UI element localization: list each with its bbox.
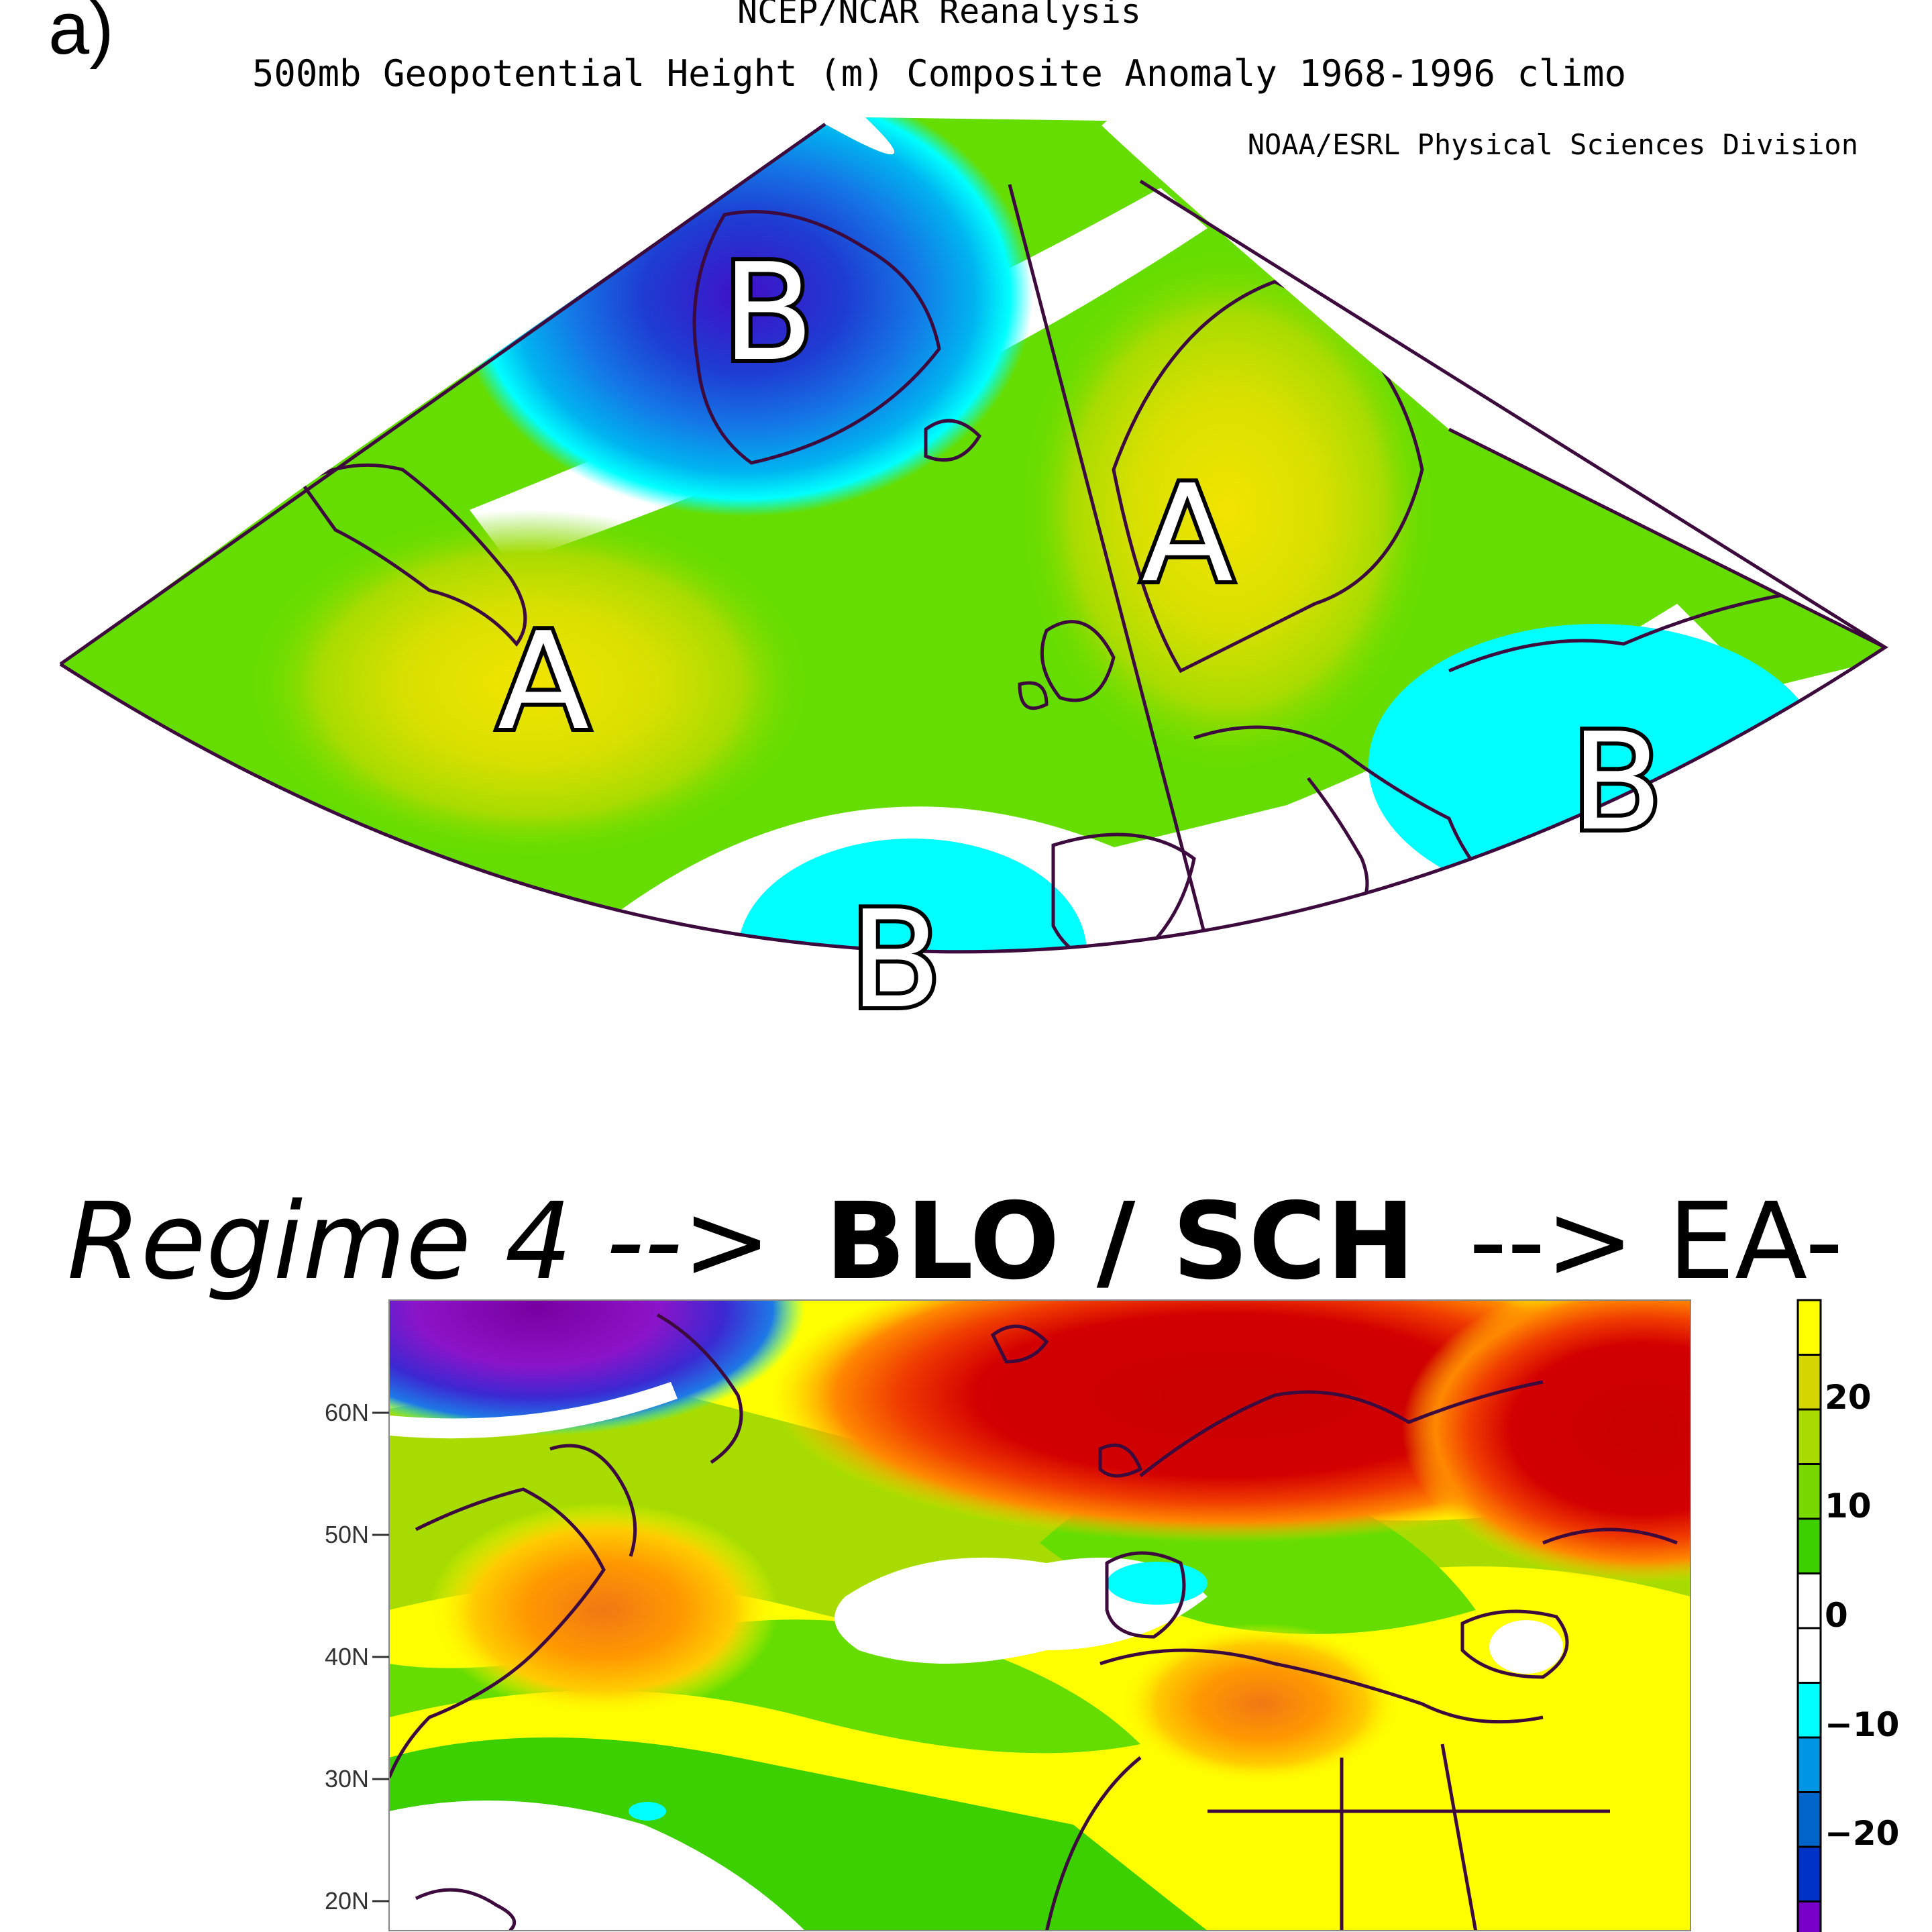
anomaly-labels: B A A B B: [494, 231, 1667, 1042]
lat-label-40n: 40N: [325, 1643, 369, 1670]
colorbar-segment: [1796, 1791, 1822, 1848]
colorbar: [1796, 1299, 1822, 1932]
cyan-iberia-patch: [1107, 1562, 1208, 1605]
regime-heading: Regime 4 --> BLO / SCH --> EA-: [67, 1180, 1843, 1303]
colorbar-label-minus10: −10: [1825, 1705, 1899, 1744]
colorbar-label-minus20: −20: [1825, 1814, 1899, 1853]
colorbar-segment: [1796, 1408, 1822, 1465]
white-turkey-patch: [1489, 1620, 1563, 1674]
colorbar-segment: [1796, 1517, 1822, 1574]
reanalysis-header: NCEP/NCAR Reanalysis: [737, 0, 1141, 31]
colorbar-segment: [1796, 1299, 1822, 1356]
label-b-greenland: B: [722, 235, 814, 391]
bottom-coastlines: [389, 1313, 1678, 1931]
label-b-mid-atlantic: B: [849, 882, 941, 1038]
colorbar-label-20: 20: [1825, 1378, 1872, 1417]
high-north-africa: [1120, 1623, 1402, 1784]
low-mid-atlantic: [738, 839, 1087, 952]
coastlines: [299, 210, 1812, 952]
high-scandinavia: [1020, 248, 1436, 771]
colorbar-segment: [1796, 1463, 1822, 1520]
label-a-west-atlantic: A: [498, 604, 590, 760]
map-outline: [59, 122, 1888, 954]
lat-axis: 60N 50N 40N 30N 20N: [325, 1399, 369, 1915]
bottom-map-frame: [388, 1299, 1691, 1931]
panel-letter: a): [48, 0, 114, 70]
colorbar-segment: [1796, 1682, 1822, 1739]
colorbar-segment: [1796, 1354, 1822, 1411]
lat-label-20n: 20N: [325, 1887, 369, 1915]
anomaly-contour-map: [389, 1300, 1690, 1931]
high-west-atlantic: [248, 510, 812, 859]
composite-anomaly-map: [60, 117, 1885, 952]
lat-label-60n: 60N: [325, 1399, 369, 1426]
colorbar-segment: [1796, 1736, 1822, 1793]
cyan-atlantic-patch: [629, 1802, 666, 1821]
lat-ticks: [372, 1411, 389, 1902]
colorbar-segment: [1796, 1572, 1822, 1629]
colorbar-label-10: 10: [1825, 1487, 1872, 1525]
label-a-scandinavia: A: [1142, 456, 1234, 612]
colorbar-segment: [1796, 1627, 1822, 1684]
label-b-east-med: B: [1570, 704, 1662, 861]
low-baffin: [389, 1300, 805, 1436]
colorbar-labels: 20 10 0 −10 −20: [1825, 1378, 1899, 1853]
colorbar-label-0: 0: [1825, 1596, 1848, 1635]
lat-label-30n: 30N: [325, 1765, 369, 1792]
heading-regime: Regime 4 -->: [67, 1180, 771, 1303]
colorbar-segment: [1796, 1900, 1822, 1932]
credit-line: NOAA/ESRL Physical Sciences Division: [1248, 128, 1858, 161]
map-title: 500mb Geopotential Height (m) Composite …: [252, 52, 1626, 95]
high-newfoundland: [429, 1503, 778, 1717]
colorbar-segment: [1796, 1845, 1822, 1902]
heading-blo-sch: BLO / SCH: [825, 1180, 1415, 1303]
high-russia: [1402, 1300, 1690, 1583]
lat-label-50n: 50N: [325, 1521, 369, 1548]
heading-ea: --> EA-: [1469, 1180, 1843, 1303]
